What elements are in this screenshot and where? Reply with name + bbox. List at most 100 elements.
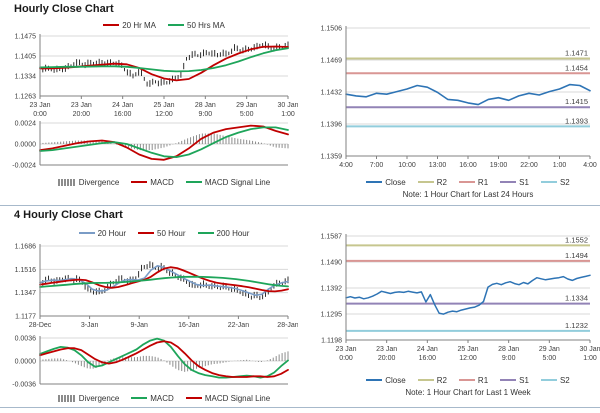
- svg-text:-0.0024: -0.0024: [12, 163, 36, 170]
- legend-item-20-hr-ma: 20 Hr MA: [103, 21, 156, 30]
- svg-text:10:00: 10:00: [398, 162, 416, 169]
- macd-signal-line-label: MACD Signal Line: [204, 177, 271, 187]
- legend-item-macd: MACD: [131, 178, 174, 187]
- svg-text:0.0036: 0.0036: [15, 336, 37, 343]
- legend-item-s1: S1: [500, 376, 529, 385]
- svg-text:0.0000: 0.0000: [15, 359, 37, 366]
- legend-item-macd-signal-line: MACD Signal Line: [185, 393, 271, 403]
- svg-text:4:00: 4:00: [583, 162, 597, 169]
- svg-text:1.1334: 1.1334: [565, 294, 588, 303]
- svg-text:1.1177: 1.1177: [15, 314, 36, 321]
- legend-item-close: Close: [366, 177, 406, 187]
- weekly-sr-note: Note: 1 Hour Chart for Last 1 Week: [405, 388, 531, 397]
- 200-hour-swatch: [197, 231, 214, 235]
- 50-hrs-ma-swatch: [168, 23, 184, 27]
- svg-text:1.1347: 1.1347: [15, 290, 37, 297]
- r2-swatch: [417, 180, 434, 184]
- legend-item-close: Close: [366, 375, 406, 385]
- svg-text:1.1393: 1.1393: [565, 116, 588, 125]
- macd-signal-line-label: MACD Signal Line: [204, 393, 271, 403]
- svg-text:1.1516: 1.1516: [15, 267, 37, 274]
- r1-swatch: [458, 180, 475, 184]
- s2-label: S2: [559, 375, 570, 385]
- s1-label: S1: [519, 177, 529, 187]
- four-hourly-close-panel: 4 Hourly Close Chart 20 Hour 50 Hour 200 H…: [0, 206, 300, 412]
- r1-label: R1: [477, 375, 489, 385]
- svg-text:19:00: 19:00: [490, 162, 508, 169]
- legend-item-s2: S2: [540, 177, 570, 187]
- hourly-chart-title: Hourly Close Chart: [14, 3, 114, 15]
- 50-hour-swatch: [138, 231, 155, 235]
- four-hourly-macd-legend: Divergence MACD MACD Signal Line: [40, 392, 288, 404]
- svg-text:3-Jan: 3-Jan: [81, 322, 99, 329]
- weekly-sr-plot: 1.1587 1.1490 1.1392 1.1295 1.1198 1.1552 1.14…: [321, 234, 600, 363]
- svg-text:1.1475: 1.1475: [15, 34, 37, 41]
- legend-item-r1: R1: [458, 375, 489, 385]
- svg-text:1.1432: 1.1432: [321, 90, 343, 97]
- s2-label: S2: [559, 177, 570, 187]
- close-label: Close: [385, 375, 406, 385]
- hourly-sr-legend: Close R2 R1 S1 S2: [346, 176, 590, 188]
- close-swatch: [366, 180, 383, 184]
- legend-item-r2: R2: [417, 178, 447, 187]
- macd-swatch: [131, 180, 148, 184]
- 200-hour-label: 200 Hour: [216, 228, 250, 238]
- svg-text:1.1469: 1.1469: [321, 58, 343, 65]
- weekly-sr-panel: 1.1587 1.1490 1.1392 1.1295 1.1198 1.1552 1.14…: [300, 206, 600, 412]
- legend-item-50-hour: 50 Hour: [138, 229, 186, 238]
- 20-hour-label: 20 Hour: [97, 228, 127, 238]
- 20-hr-ma-swatch: [103, 23, 120, 27]
- macd-label: MACD: [150, 177, 174, 187]
- svg-text:1.1359: 1.1359: [321, 154, 343, 161]
- hourly-sr-panel: 1.1506 1.1469 1.1432 1.1396 1.1359 1.1471 1.14…: [300, 0, 600, 205]
- four-hourly-chart-title: 4 Hourly Close Chart: [14, 209, 123, 221]
- s2-swatch: [540, 378, 557, 382]
- legend-item-r1: R1: [458, 177, 489, 187]
- divergence-swatch: [57, 394, 76, 402]
- svg-text:1.1587: 1.1587: [321, 234, 343, 241]
- svg-text:28-Dec: 28-Dec: [29, 322, 52, 329]
- r1-label: R1: [477, 177, 489, 187]
- close-label: Close: [385, 177, 406, 187]
- divergence-swatch: [57, 178, 76, 186]
- svg-text:9-Jan: 9-Jan: [130, 322, 148, 329]
- svg-text:1.1552: 1.1552: [565, 235, 588, 244]
- section-divider: [0, 205, 600, 206]
- legend-item-s1: S1: [500, 178, 529, 187]
- weekly-sr-legend: Close R2 R1 S1 S2: [346, 374, 590, 386]
- svg-text:1.1494: 1.1494: [565, 251, 588, 260]
- svg-text:28-Jan: 28-Jan: [277, 322, 298, 329]
- svg-text:1.1415: 1.1415: [565, 97, 588, 106]
- svg-text:0.0024: 0.0024: [15, 121, 37, 128]
- divergence-label: Divergence: [78, 393, 120, 403]
- r2-swatch: [417, 378, 434, 382]
- svg-text:1.1198: 1.1198: [321, 338, 342, 345]
- svg-text:1.1454: 1.1454: [565, 63, 588, 72]
- svg-text:4:00: 4:00: [339, 162, 353, 169]
- legend-item-50-hrs-ma: 50 Hrs MA: [168, 21, 225, 30]
- 20-hour-swatch: [78, 231, 95, 235]
- svg-text:1.1396: 1.1396: [321, 122, 343, 129]
- svg-text:7:00: 7:00: [370, 162, 384, 169]
- svg-text:22:00: 22:00: [520, 162, 538, 169]
- svg-text:1.1295: 1.1295: [321, 312, 343, 319]
- svg-text:0.0000: 0.0000: [15, 142, 37, 149]
- legend-item-divergence: Divergence: [57, 178, 119, 187]
- macd-signal-line-swatch: [185, 180, 202, 184]
- four-hourly-macd-plot: 0.0036 0.0000 -0.0036: [12, 336, 289, 389]
- legend-item-s2: S2: [540, 375, 570, 385]
- legend-item-divergence: Divergence: [57, 393, 120, 403]
- svg-text:1.1405: 1.1405: [15, 54, 37, 61]
